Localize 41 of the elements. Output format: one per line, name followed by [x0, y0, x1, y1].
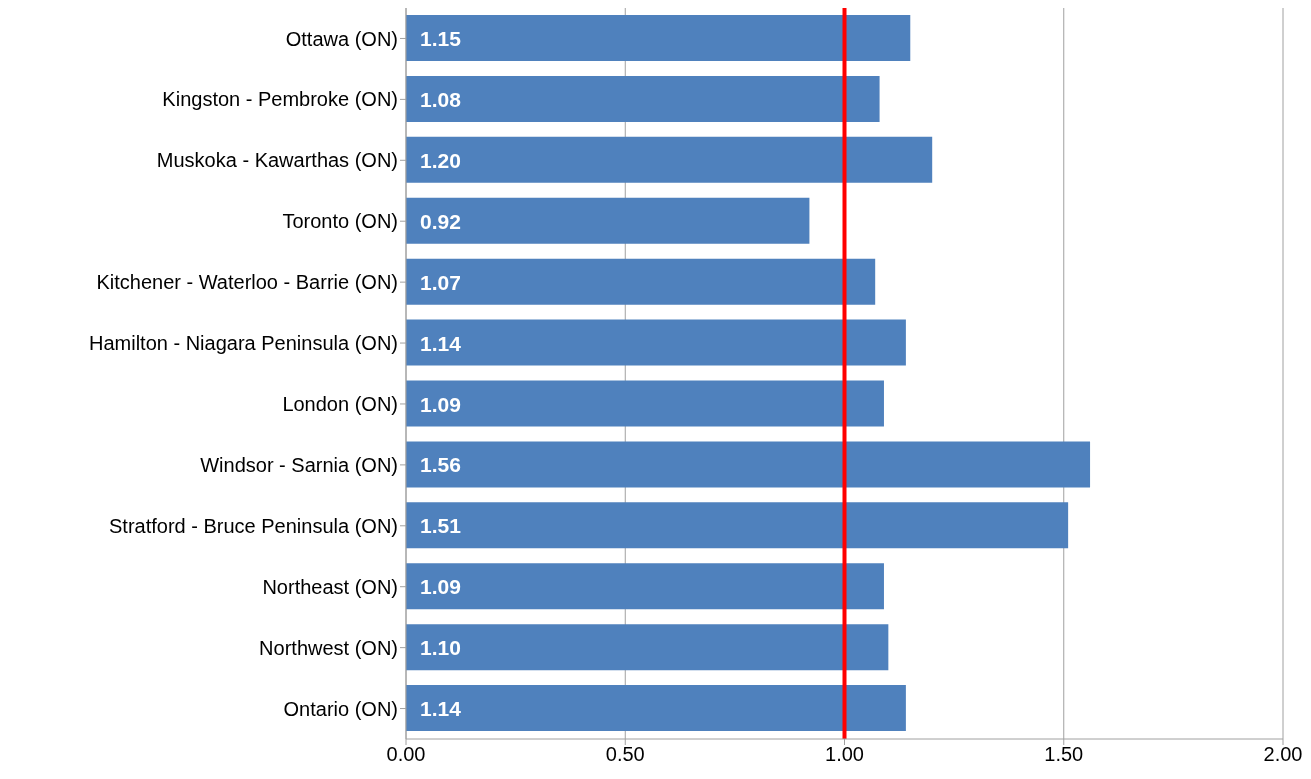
y-tick-label: Toronto (ON): [282, 210, 398, 233]
data-label: 1.51: [420, 514, 462, 538]
y-tick-label: Windsor - Sarnia (ON): [200, 453, 398, 476]
y-tick-label: London (ON): [282, 393, 398, 416]
bar: [406, 441, 1091, 488]
y-tick-label: Kingston - Pembroke (ON): [162, 88, 398, 111]
bar: [406, 197, 810, 244]
bar: [406, 15, 911, 61]
data-label: 1.09: [420, 392, 461, 416]
data-label: 1.09: [420, 575, 461, 599]
x-tick-label: 1.00: [825, 743, 864, 766]
bar: [406, 319, 906, 366]
x-tick-label: 2.00: [1263, 743, 1303, 766]
bar: [406, 136, 933, 183]
y-tick-label: Northeast (ON): [262, 575, 398, 598]
y-tick-label: Northwest (ON): [259, 636, 398, 659]
data-label: 1.07: [420, 270, 461, 294]
y-tick-label: Ontario (ON): [283, 697, 398, 720]
data-label: 1.14: [420, 697, 462, 721]
y-tick-label: Stratford - Bruce Peninsula (ON): [109, 514, 398, 537]
data-label: 0.92: [420, 209, 461, 233]
data-label: 1.15: [420, 27, 462, 50]
data-label: 1.14: [420, 331, 462, 355]
data-label: 1.08: [420, 87, 462, 111]
data-label: 1.56: [420, 453, 461, 477]
bar: [406, 563, 884, 610]
bar: [406, 685, 906, 732]
bar: [406, 624, 889, 671]
bar: [406, 380, 884, 427]
y-tick-label: Kitchener - Waterloo - Barrie (ON): [96, 271, 398, 294]
y-tick-label: Ottawa (ON): [285, 27, 398, 50]
x-tick-label: 0.00: [386, 743, 426, 766]
x-tick-label: 1.50: [1044, 743, 1084, 766]
bar: [406, 258, 876, 305]
data-label: 1.10: [420, 636, 461, 660]
bar: [406, 502, 1069, 549]
y-tick-label: Muskoka - Kawarthas (ON): [156, 149, 398, 172]
y-tick-label: Hamilton - Niagara Peninsula (ON): [88, 332, 398, 355]
data-label: 1.20: [420, 148, 461, 172]
bar: [406, 75, 880, 122]
x-tick-label: 0.50: [605, 743, 645, 766]
